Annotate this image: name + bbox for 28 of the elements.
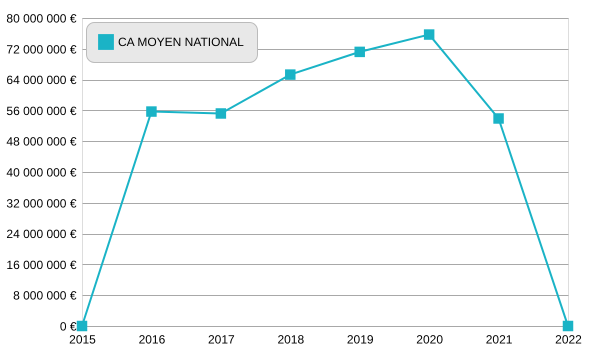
x-tick-label: 2016	[138, 332, 166, 346]
y-tick-label: 40 000 000 €	[6, 166, 77, 180]
x-tick-label: 2015	[69, 332, 96, 346]
point	[562, 320, 574, 332]
y-tick-label: 80 000 000 €	[6, 12, 77, 26]
y-tick-label: 48 000 000 €	[6, 134, 77, 149]
x-tick-label: 2018	[277, 332, 304, 346]
point	[424, 29, 434, 40]
point	[216, 108, 226, 119]
y-tick-label: 16 000 000 €	[6, 258, 77, 272]
point	[76, 320, 88, 332]
y-tick-label: 56 000 000 €	[6, 104, 77, 118]
x-tick-label: 2017	[208, 332, 236, 346]
x-tick-label: 2021	[486, 332, 513, 346]
y-tick-label: 72 000 000 €	[6, 42, 77, 56]
y-tick-label: 32 000 000 €	[6, 196, 77, 210]
x-tick-label: 2022	[555, 332, 582, 346]
point	[285, 69, 296, 80]
y-tick-label: 0 €	[60, 320, 77, 334]
point	[146, 106, 157, 117]
x-tick-label: 2019	[346, 332, 374, 346]
point	[493, 113, 504, 124]
y-tick-label: 24 000 000 €	[6, 227, 77, 242]
point	[354, 46, 365, 58]
legend-label: CA MOYEN NATIONAL	[118, 35, 244, 49]
y-tick-label: 64 000 000 €	[6, 73, 77, 88]
y-tick-label: 8 000 000 €	[13, 288, 77, 303]
x-tick-label: 2020	[416, 332, 444, 346]
